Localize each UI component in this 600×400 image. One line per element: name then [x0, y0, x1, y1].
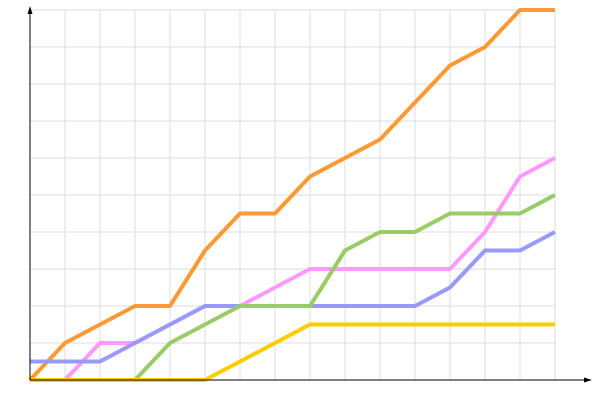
series-line-1 — [28, 8, 555, 382]
x-axis-arrow-icon — [584, 377, 592, 383]
y-axis-arrow-icon — [27, 6, 33, 14]
grid — [29, 9, 556, 381]
series-line-5 — [30, 322, 555, 382]
axes — [27, 6, 592, 383]
series-line-2 — [30, 156, 556, 382]
series-line-4 — [30, 193, 556, 382]
